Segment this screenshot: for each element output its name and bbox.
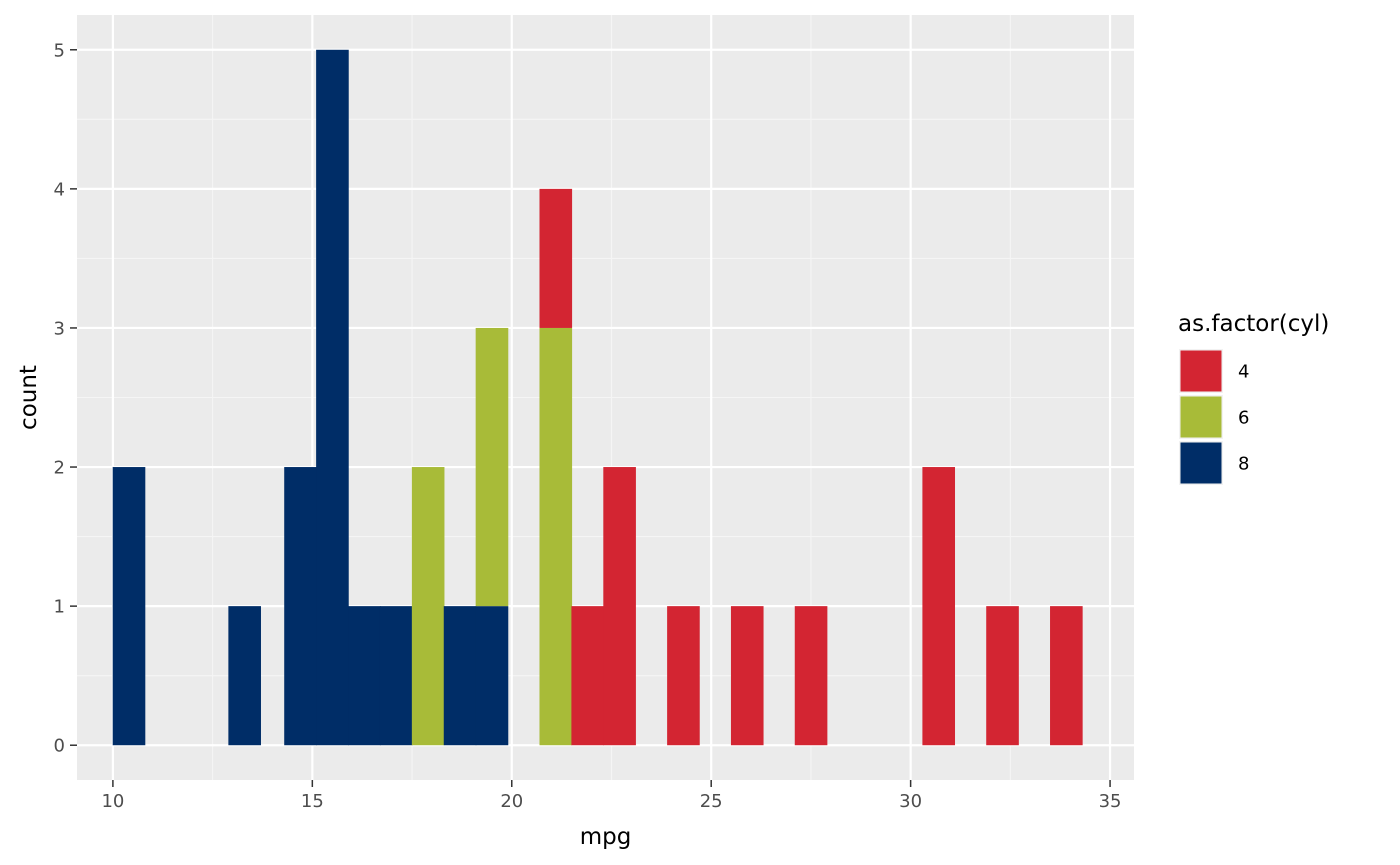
bar-cyl-8 xyxy=(348,606,381,746)
bar-cyl-4 xyxy=(1050,606,1083,746)
y-tick-label: 4 xyxy=(54,179,65,200)
y-tick-label: 2 xyxy=(54,458,65,479)
bar-cyl-4 xyxy=(986,606,1019,746)
y-tick-label: 3 xyxy=(54,318,65,339)
y-tick-label: 0 xyxy=(54,736,65,757)
x-tick-label: 15 xyxy=(301,791,324,812)
x-tick-label: 10 xyxy=(101,791,124,812)
x-axis: 10 15 20 25 30 35 xyxy=(101,780,1122,812)
bar-cyl-8 xyxy=(112,467,146,746)
bar-cyl-4 xyxy=(667,606,700,746)
y-axis: 0 1 2 3 4 5 xyxy=(54,40,77,757)
bar-cyl-4 xyxy=(539,188,573,328)
bar-cyl-6 xyxy=(475,327,509,607)
bar-cyl-6 xyxy=(411,467,445,746)
bar-cyl-4 xyxy=(794,606,828,746)
y-axis-title: count xyxy=(16,365,42,430)
bar-cyl-6 xyxy=(539,327,573,746)
legend-swatch-8 xyxy=(1180,442,1222,484)
bar-cyl-8 xyxy=(316,49,349,746)
legend-swatch-6 xyxy=(1180,396,1222,438)
legend-title: as.factor(cyl) xyxy=(1178,311,1329,337)
bar-cyl-8 xyxy=(228,606,261,746)
x-tick-label: 30 xyxy=(899,791,922,812)
legend: as.factor(cyl) 4 6 8 xyxy=(1178,311,1329,485)
bar-cyl-4 xyxy=(603,467,636,746)
legend-label-4: 4 xyxy=(1238,362,1249,383)
bar-cyl-4 xyxy=(730,606,764,746)
bar-cyl-4 xyxy=(571,606,605,746)
x-axis-title: mpg xyxy=(580,824,632,850)
bar-cyl-8 xyxy=(475,606,509,746)
x-tick-label: 35 xyxy=(1099,791,1122,812)
bar-cyl-4 xyxy=(922,467,956,746)
legend-swatch-4 xyxy=(1180,350,1222,392)
bar-cyl-8 xyxy=(379,606,413,746)
histogram-bars xyxy=(112,49,1083,746)
y-tick-label: 5 xyxy=(54,40,65,61)
y-tick-label: 1 xyxy=(54,597,65,618)
bar-cyl-8 xyxy=(443,606,477,746)
legend-label-8: 8 xyxy=(1238,454,1249,475)
x-tick-label: 25 xyxy=(700,791,723,812)
legend-label-6: 6 xyxy=(1238,408,1249,429)
x-tick-label: 20 xyxy=(500,791,523,812)
bar-cyl-8 xyxy=(284,467,317,746)
